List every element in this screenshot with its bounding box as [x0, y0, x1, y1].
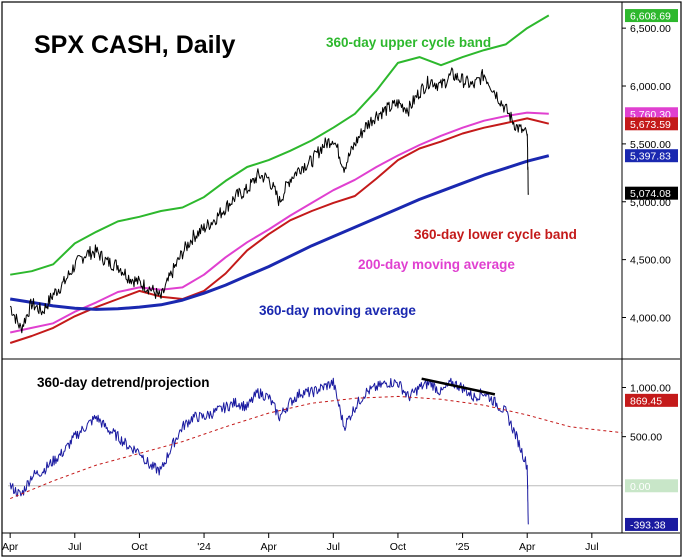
- value-tag-top-bg: [625, 9, 678, 23]
- series-line-360-day-lower-cycle-band: [9, 117, 550, 344]
- x-tick-label: Oct: [390, 541, 406, 553]
- chart-title: SPX CASH, Daily: [34, 31, 236, 59]
- value-tag-top: 6,608.69: [630, 11, 671, 23]
- y-tick-label-top: 6,000.00: [630, 81, 671, 93]
- value-tag-top-bg: [625, 107, 678, 121]
- series-line-detrend: [9, 377, 529, 525]
- value-tag-bottom: 869.45: [630, 395, 662, 407]
- y-tick-label-top: 4,000.00: [630, 312, 671, 324]
- x-tick-label: Jul: [68, 541, 81, 553]
- legend-200-day-ma: 200-day moving average: [358, 257, 515, 272]
- value-tag-top: 5,074.08: [630, 188, 671, 200]
- x-tick-label: Jul: [327, 541, 340, 553]
- x-tick-label: Jul: [585, 541, 598, 553]
- legend-upper-band: 360-day upper cycle band: [326, 35, 491, 50]
- x-tick-label: Apr: [2, 541, 19, 553]
- trendline: [421, 377, 496, 396]
- legend-360-day-ma: 360-day moving average: [259, 303, 416, 318]
- value-tag-top-bg: [625, 117, 678, 131]
- y-tick-label-top: 5,000.00: [630, 197, 671, 209]
- value-tag-bottom: -393.38: [630, 519, 666, 531]
- value-tag-top-bg: [625, 186, 678, 200]
- x-tick-label: '24: [197, 541, 211, 553]
- series-line-200-day-moving-average: [9, 111, 549, 334]
- legend-lower-band: 360-day lower cycle band: [414, 227, 577, 242]
- x-tick-label: Apr: [261, 541, 278, 553]
- value-tag-bottom: 0.00: [630, 481, 651, 493]
- x-tick-label: Apr: [519, 541, 536, 553]
- y-tick-label-top: 6,500.00: [630, 23, 671, 35]
- y-tick-label-top: 4,500.00: [630, 255, 671, 267]
- x-tick-label: Oct: [131, 541, 147, 553]
- bottom-panel-label: 360-day detrend/projection: [37, 375, 210, 390]
- series-line-360-day-moving-average: [9, 154, 550, 311]
- y-tick-label-bottom: 1,000.00: [630, 383, 671, 395]
- series-line-spx: [9, 67, 529, 334]
- value-tag-top: 5,397.83: [630, 151, 671, 163]
- value-tag-bottom-bg: [625, 517, 678, 531]
- series-line-360-day-upper-cycle-band: [10, 14, 550, 276]
- value-tag-bottom-bg: [625, 393, 678, 407]
- value-tag-top-bg: [625, 149, 678, 163]
- y-tick-label-top: 5,500.00: [630, 139, 671, 151]
- value-tag-top: 5,673.59: [630, 119, 671, 131]
- value-tag-bottom-bg: [625, 479, 678, 493]
- x-tick-label: '25: [456, 541, 470, 553]
- y-tick-label-bottom: 500.00: [630, 432, 662, 444]
